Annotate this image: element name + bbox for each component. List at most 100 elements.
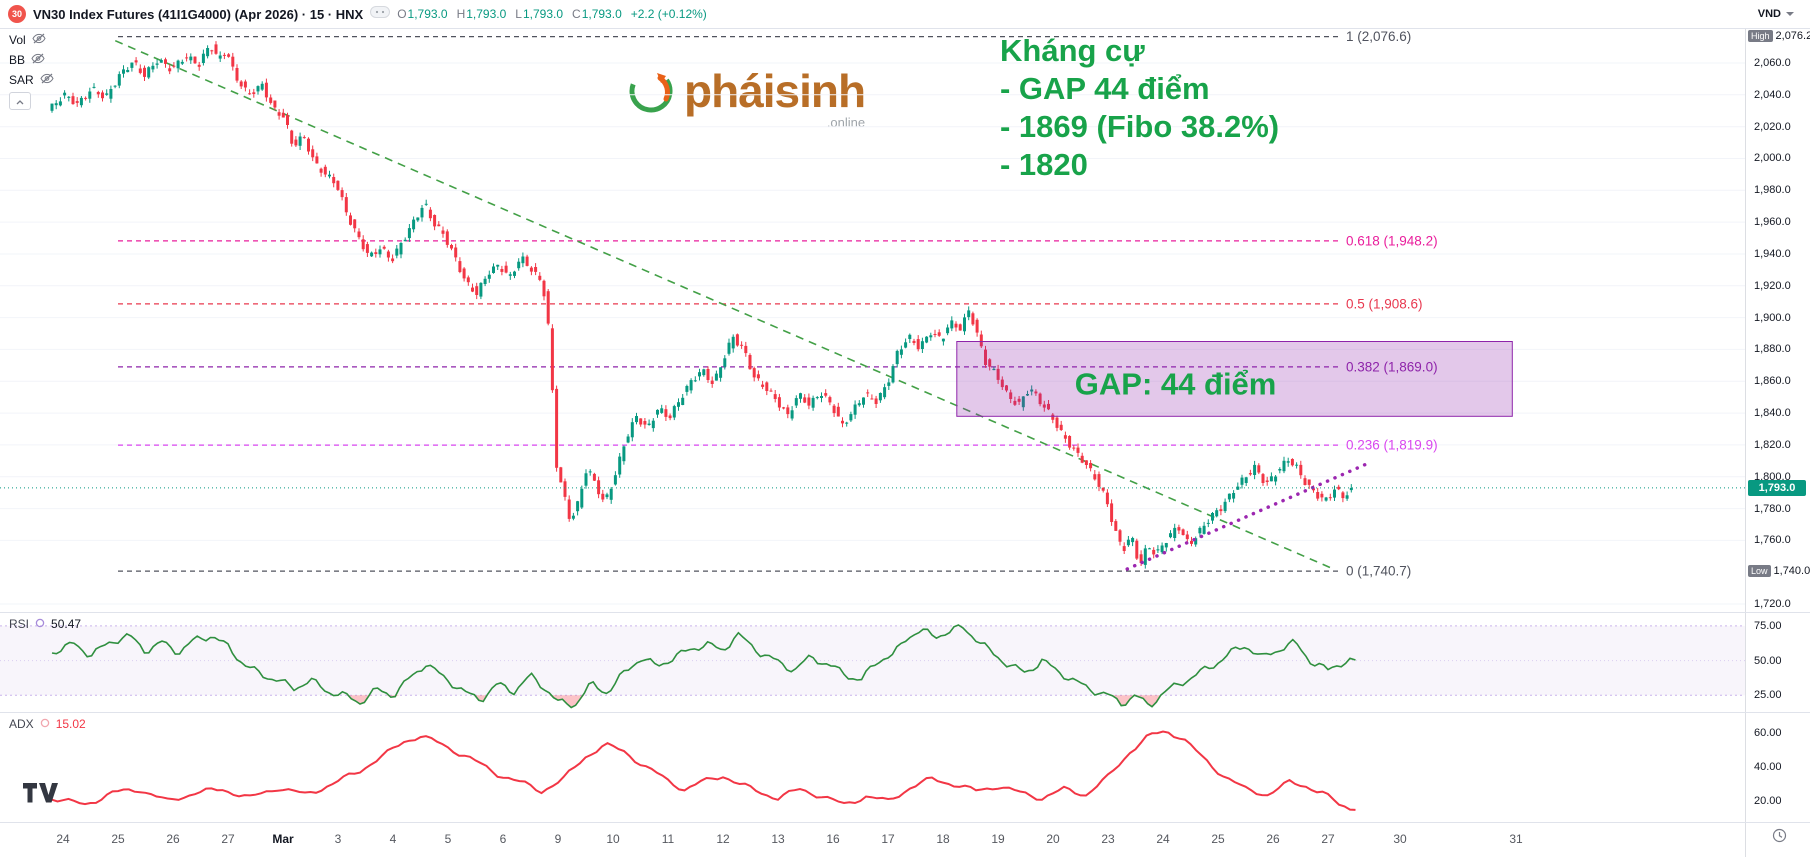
price-tick: 2,020.0 — [1754, 120, 1791, 133]
time-tick: Mar — [272, 832, 294, 846]
rsi-pane-header[interactable]: RSI 50.47 — [9, 617, 81, 631]
ohlc-readout: O1,793.0 H1,793.0 L1,793.0 C1,793.0 +2.2… — [397, 7, 707, 21]
close-value: 1,793.0 — [581, 7, 622, 21]
fib-label: 0 (1,740.7) — [1346, 564, 1411, 579]
price-tick: 60.00 — [1754, 726, 1782, 739]
indicator-status-icon[interactable] — [35, 617, 45, 631]
resistance-annotation[interactable]: Kháng cự - GAP 44 điểm - 1869 (Fibo 38.2… — [1000, 32, 1279, 184]
collapse-legend-button[interactable] — [9, 92, 31, 110]
fib-label: 0.382 (1,869.0) — [1346, 359, 1438, 374]
high-price-tag: High 2,076.2 — [1748, 30, 1810, 43]
time-tick: 11 — [661, 832, 675, 846]
currency-selector[interactable]: VND — [1758, 0, 1794, 28]
pane-separator-adx[interactable] — [0, 712, 1810, 713]
low-label: L — [515, 7, 522, 21]
time-tick: 25 — [1211, 832, 1225, 846]
rsi-line — [51, 624, 1356, 709]
price-tick: 1,940.0 — [1754, 247, 1791, 260]
open-label: O — [397, 7, 407, 21]
price-tick: 1,900.0 — [1754, 311, 1791, 324]
high-label: H — [456, 7, 466, 21]
gap-box-label: GAP: 44 điểm — [1075, 366, 1277, 401]
clock-icon[interactable] — [1772, 828, 1787, 846]
time-tick: 24 — [1156, 832, 1170, 846]
annotation-line-4: - 1820 — [1000, 147, 1088, 182]
eye-off-icon[interactable] — [40, 73, 54, 87]
fib-label: 0.236 (1,819.9) — [1346, 438, 1438, 453]
adx-pane-header[interactable]: ADX 15.02 — [9, 717, 86, 731]
gap-box[interactable] — [956, 341, 1513, 417]
time-axis-separator — [0, 822, 1810, 823]
fib-label: 0.618 (1,948.2) — [1346, 233, 1438, 248]
chevron-up-icon — [16, 92, 24, 110]
price-tick: 1,780.0 — [1754, 502, 1791, 515]
details-icon[interactable] — [370, 5, 391, 23]
caret-down-icon — [1786, 12, 1794, 16]
price-tick: 1,720.0 — [1754, 598, 1791, 611]
time-tick: 23 — [1101, 832, 1115, 846]
time-tick: 27 — [1321, 832, 1335, 846]
legend-sar-label: SAR — [9, 73, 34, 87]
adx-value: 15.02 — [55, 717, 86, 731]
price-tick: 20.00 — [1754, 795, 1782, 808]
fib-retracement[interactable]: 1 (2,076.6) 0.618 (1,948.2) 0.5 (1,908.6) 0… — [118, 29, 1438, 579]
price-tick: 2,060.0 — [1754, 57, 1791, 69]
price-tick: 40.00 — [1754, 761, 1782, 773]
price-tick: 1,860.0 — [1754, 375, 1791, 388]
eye-off-icon[interactable] — [31, 53, 45, 67]
annotation-line-2: - GAP 44 điểm — [1000, 71, 1210, 106]
price-tick: 75.00 — [1754, 619, 1782, 632]
price-tick: 1,920.0 — [1754, 279, 1791, 292]
time-tick: 25 — [111, 832, 125, 846]
annotation-line-1: Kháng cự — [1000, 33, 1145, 68]
price-tick: 2,000.0 — [1754, 152, 1791, 165]
time-axis[interactable]: 24 25 26 27 Mar 3 4 5 6 9 10 11 12 13 16 17 18 19 20 23 24 25… — [0, 823, 1745, 857]
eye-off-icon[interactable] — [32, 33, 46, 47]
time-tick: 24 — [56, 832, 70, 846]
rsi-label: RSI — [9, 617, 30, 631]
legend-row-bb: BB — [9, 53, 45, 67]
tradingview-logo[interactable] — [22, 782, 59, 809]
legend-row-sar: SAR — [9, 73, 54, 87]
price-tick: 25.00 — [1754, 689, 1782, 702]
time-tick: 20 — [1046, 832, 1060, 846]
time-tick: 30 — [1393, 832, 1407, 846]
time-tick: 10 — [606, 832, 620, 846]
symbol-title[interactable]: VN30 Index Futures (41I1G4000) (Apr 2026… — [33, 6, 364, 22]
rsi-value: 50.47 — [51, 617, 82, 631]
adx-label: ADX — [9, 717, 34, 731]
high-value: 1,793.0 — [466, 7, 507, 21]
time-tick: 27 — [221, 832, 235, 846]
price-tick: 1,820.0 — [1754, 438, 1791, 451]
fib-label: 0.5 (1,908.6) — [1346, 296, 1423, 311]
last-price-tag: 1,793.0 — [1748, 479, 1806, 496]
phaisinh-logo-icon — [628, 68, 674, 119]
watermark-text: pháisinh — [684, 65, 866, 117]
time-tick: 12 — [716, 832, 730, 846]
open-value: 1,793.0 — [407, 7, 448, 21]
downtrend-line[interactable] — [114, 39, 1334, 570]
topbar-separator — [0, 28, 1810, 29]
low-value: 1,793.0 — [522, 7, 564, 21]
indicator-status-icon[interactable] — [40, 717, 50, 731]
symbol-badge[interactable]: 30 — [8, 5, 26, 23]
price-axis[interactable]: 2,060.0 2,040.0 2,020.0 2,000.0 1,980.0 1,960… — [1745, 28, 1810, 857]
currency-label: VND — [1757, 8, 1781, 20]
pane-separator-rsi[interactable] — [0, 612, 1810, 613]
time-tick: 19 — [991, 832, 1005, 846]
price-tick: 1,980.0 — [1754, 184, 1791, 197]
time-tick: 6 — [499, 832, 507, 846]
price-tick: 1,960.0 — [1754, 216, 1791, 229]
price-tick: 1,760.0 — [1754, 534, 1791, 547]
time-tick: 13 — [771, 832, 785, 846]
uptrend-line[interactable] — [1125, 462, 1369, 571]
adx-line — [51, 730, 1356, 811]
chart-canvas[interactable]: 1 (2,076.6) 0.618 (1,948.2) 0.5 (1,908.6) 0… — [0, 0, 1745, 857]
close-label: C — [572, 7, 581, 21]
time-tick: 26 — [166, 832, 180, 846]
price-tick: 1,840.0 — [1754, 407, 1791, 420]
legend-row-vol: Vol — [9, 33, 46, 47]
topbar: 30 VN30 Index Futures (41I1G4000) (Apr 2… — [0, 0, 1810, 28]
price-tick: 1,880.0 — [1754, 343, 1791, 356]
